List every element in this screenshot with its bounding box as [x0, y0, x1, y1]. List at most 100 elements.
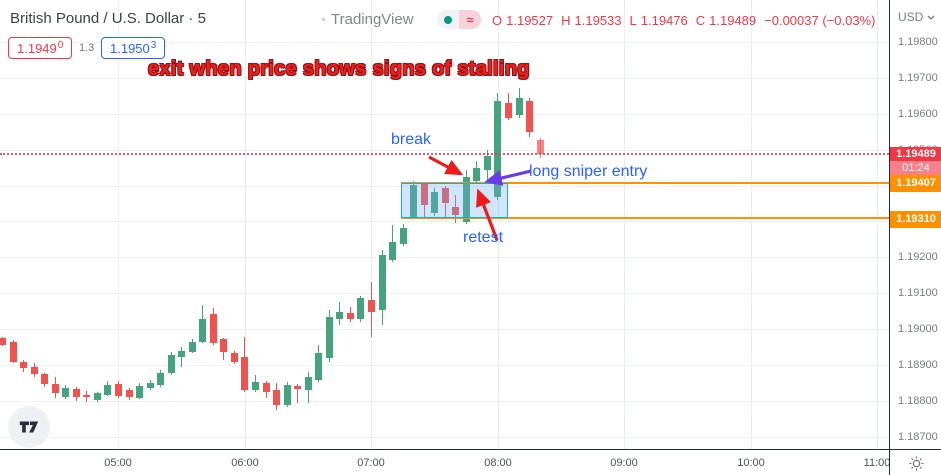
price-axis[interactable]: USD 1.198001.197001.196001.195001.194001…	[889, 0, 941, 449]
price-tick-label: 1.18700	[898, 431, 938, 443]
horizontal-gridline	[0, 257, 889, 258]
candle-body	[19, 362, 27, 368]
entry-annotation[interactable]: long sniper entry	[529, 163, 648, 180]
candle-body	[240, 357, 248, 390]
ray1-price-badge: 1.19407	[890, 175, 941, 192]
candle-body	[451, 207, 459, 215]
price-tick-label: 1.19100	[898, 287, 938, 299]
time-tick-label: 10:00	[737, 457, 765, 469]
candle-body	[346, 313, 354, 319]
time-tick-label: 06:00	[231, 457, 259, 469]
retest-annotation[interactable]: retest	[463, 229, 504, 246]
price-tick-label: 1.18800	[898, 395, 938, 407]
vertical-gridline	[877, 0, 878, 449]
candle-body	[367, 300, 375, 312]
candle-body	[356, 298, 364, 319]
break-annotation[interactable]: break	[391, 131, 432, 148]
sell-price-pip: 0	[57, 39, 64, 51]
candle-body	[146, 383, 154, 388]
last-price-badge: 1.19489 01:24	[890, 147, 941, 175]
vertical-gridline	[498, 0, 499, 449]
realtime-status	[437, 10, 459, 29]
candle-body	[536, 140, 544, 154]
delayed-data-icon: ≈	[459, 10, 481, 29]
candle-body	[420, 184, 428, 205]
separator-dot	[322, 18, 325, 21]
horizontal-gridline	[0, 42, 889, 43]
tradingview-brand-link[interactable]: TradingView	[331, 11, 414, 28]
last-price-value: 1.19489	[896, 148, 936, 160]
horizontal-gridline	[0, 221, 889, 222]
green-dot-icon	[444, 15, 452, 24]
candle-body	[525, 101, 533, 132]
time-tick-label: 07:00	[357, 457, 385, 469]
price-tick-label: 1.19000	[898, 323, 938, 335]
close-value: C 1.19489	[695, 13, 757, 28]
candle-body	[399, 228, 407, 244]
candle-body	[51, 384, 59, 393]
candle-body	[283, 385, 291, 405]
candle-body	[114, 384, 122, 396]
tradingview-watermark-logo	[8, 406, 50, 448]
candle-body	[167, 355, 175, 373]
candle-body	[219, 339, 227, 352]
candle-body	[304, 377, 312, 390]
connection-status-pill[interactable]: ≈	[437, 10, 481, 29]
buy-price-pip: 3	[150, 39, 157, 51]
time-tick-label: 09:00	[610, 457, 638, 469]
open-value: O 1.19527	[492, 13, 554, 28]
candle-body	[198, 319, 206, 342]
price-tick-label: 1.19800	[898, 36, 938, 48]
candle-body	[40, 374, 48, 384]
time-tick-label: 11:00	[863, 457, 891, 469]
candle-body	[93, 393, 101, 400]
candle-body	[177, 351, 185, 357]
candle-body	[388, 242, 396, 260]
candle-body	[409, 185, 417, 218]
time-axis[interactable]: 05:00 06:00 07:00 08:00 09:00 10:00 11:00	[0, 449, 890, 475]
horizontal-gridline	[0, 437, 889, 438]
horizontal-gridline	[0, 114, 889, 115]
last-price-line	[0, 153, 889, 155]
high-value: H 1.19533	[561, 13, 622, 28]
chevron-down-icon	[927, 15, 935, 20]
vertical-gridline	[245, 0, 246, 449]
exit-note-annotation[interactable]: exit when price shows signs of stalling	[148, 58, 530, 80]
candle-body	[156, 373, 164, 385]
horizontal-gridline	[0, 293, 889, 294]
currency-label: USD	[898, 10, 924, 24]
candle-body	[493, 101, 501, 197]
time-tick-label: 05:00	[104, 457, 132, 469]
candle-body	[293, 386, 301, 389]
candle-body	[504, 103, 512, 118]
buy-button[interactable]: 1.1950 3	[101, 37, 166, 59]
horizontal-gridline	[0, 401, 889, 402]
bar-countdown: 01:24	[890, 161, 941, 175]
candle-body	[272, 390, 280, 405]
vertical-gridline	[118, 0, 119, 449]
axis-settings-corner[interactable]	[889, 449, 941, 475]
vertical-gridline	[371, 0, 372, 449]
symbol-title[interactable]: British Pound / U.S. Dollar · 5	[10, 10, 206, 27]
candle-body	[378, 255, 386, 310]
price-tick-label: 1.19200	[898, 251, 938, 263]
currency-selector[interactable]: USD	[898, 10, 935, 24]
candle-body	[103, 385, 111, 395]
candle-body	[61, 388, 69, 397]
candle-wick	[296, 384, 298, 403]
candle-body	[483, 156, 491, 170]
vertical-gridline	[624, 0, 625, 449]
consolidation-rectangle[interactable]	[401, 183, 508, 218]
break-arrow[interactable]	[428, 155, 464, 176]
price-tick-label: 1.19600	[898, 108, 938, 120]
spread-value: 1.3	[79, 42, 95, 54]
candle-body	[515, 98, 523, 115]
sell-button[interactable]: 1.1949 0	[8, 37, 73, 59]
candle-body	[135, 386, 143, 398]
chart-pane[interactable]: exit when price shows signs of stalling …	[0, 0, 889, 449]
candle-body	[430, 192, 438, 213]
horizontal-ray[interactable]	[401, 182, 889, 184]
horizontal-ray[interactable]	[401, 217, 889, 219]
candle-body	[9, 342, 17, 362]
